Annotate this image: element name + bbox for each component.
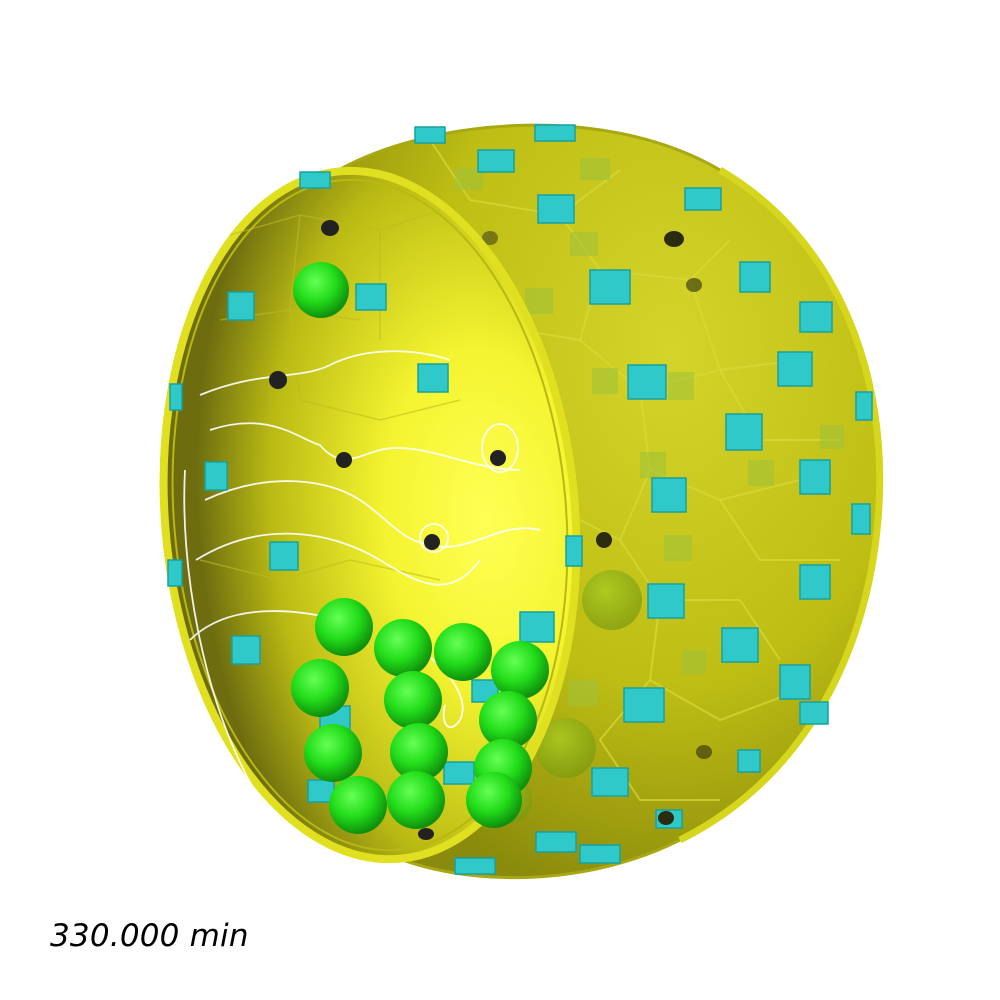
green-spheres: [291, 262, 549, 834]
time-label: 330.000 min: [50, 918, 249, 954]
shell-pores: [482, 231, 712, 825]
cut-interior: [159, 166, 583, 864]
inner-cubes: [167, 171, 583, 803]
shell-cubes: [414, 124, 873, 875]
inner-pores: [269, 220, 506, 840]
